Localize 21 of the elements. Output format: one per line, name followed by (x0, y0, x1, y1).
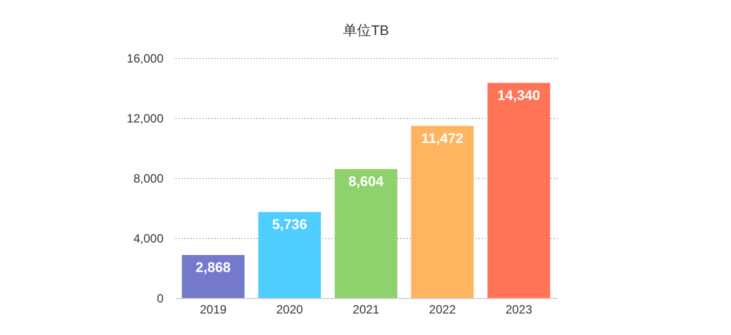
x-tick-label: 2021 (352, 302, 380, 316)
y-tick-label: 16,000 (126, 52, 164, 66)
x-tick-label: 2020 (276, 302, 304, 316)
chart-title: 单位TB (343, 22, 389, 38)
bar (334, 168, 398, 298)
y-tick-label: 8,000 (133, 172, 164, 186)
bar (411, 126, 474, 298)
data-label: 2,868 (196, 258, 231, 275)
y-tick-label: 12,000 (126, 112, 164, 126)
data-label: 8,604 (348, 172, 384, 189)
x-tick-label: 2022 (429, 302, 456, 316)
data-label: 11,472 (421, 130, 464, 146)
x-tick-label: 2019 (200, 302, 227, 316)
data-label: 5,736 (272, 216, 308, 232)
x-tick-label: 2023 (505, 302, 532, 316)
data-label: 14,340 (497, 86, 540, 103)
y-tick-label: 4,000 (133, 232, 164, 246)
bar (258, 212, 321, 298)
y-tick-label: 0 (156, 292, 164, 306)
bar (487, 82, 550, 298)
bar (182, 254, 245, 298)
